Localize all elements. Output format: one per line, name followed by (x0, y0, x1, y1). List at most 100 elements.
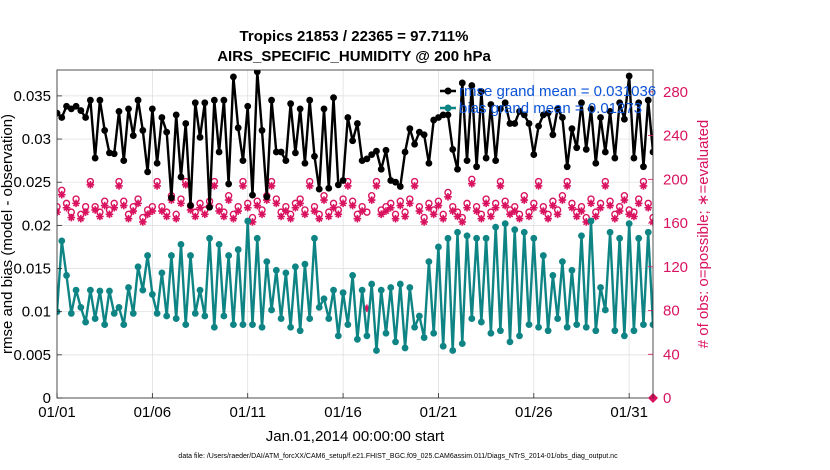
bias-point-85 (458, 340, 466, 348)
x-tick-label-6: 01/31 (610, 404, 648, 421)
rmse-point-125 (649, 148, 653, 156)
bias-point-96 (511, 226, 519, 234)
bias-point-52 (301, 260, 309, 268)
rmse-point-19 (144, 168, 151, 176)
y-left-tick-label-2: 0.01 (22, 304, 51, 321)
rmse-point-73 (401, 148, 409, 156)
obs-possible-point-125 (649, 213, 653, 222)
bias-point-75 (411, 323, 418, 331)
obs-evaluated-point-67 (372, 182, 381, 190)
rmse-point-117 (611, 154, 619, 162)
rmse-point-104 (549, 131, 557, 139)
bias-point-111 (582, 323, 590, 331)
obs-evaluated-point-92 (491, 203, 500, 212)
rmse-point-8 (91, 154, 99, 162)
bias-point-82 (444, 234, 452, 242)
bias-point-56 (320, 295, 328, 303)
obs-evaluated-point-99 (525, 212, 533, 221)
rmse-point-24 (168, 194, 175, 202)
bias-point-3 (67, 310, 75, 317)
bias-point-69 (382, 329, 390, 337)
rmse-point-91 (487, 101, 495, 108)
obs-evaluated-point-69 (382, 207, 390, 215)
rmse-point-87 (468, 82, 476, 89)
legend-entry-rmse: rmse grand mean = 0.031036 (440, 83, 656, 100)
rmse-point-36 (225, 180, 233, 188)
rmse-point-5 (77, 107, 85, 114)
rmse-point-101 (535, 122, 542, 130)
series-obs-evaluated (57, 179, 653, 313)
bias-point-46 (272, 266, 280, 274)
bias-point-38 (234, 246, 242, 253)
rmse-point-107 (563, 163, 571, 171)
rmse-point-4 (72, 102, 80, 110)
bias-point-14 (120, 321, 128, 329)
bias-point-115 (601, 306, 609, 314)
bias-point-10 (101, 321, 109, 329)
bias-point-20 (148, 291, 156, 298)
obs-evaluated-point-63 (353, 214, 362, 223)
bias-point-64 (358, 286, 366, 294)
legend: rmse grand mean = 0.031036 bias grand me… (440, 83, 656, 117)
y-left-tick-label-1: 0.005 (13, 347, 51, 364)
obs-evaluated-point-117 (611, 214, 619, 223)
bias-point-32 (206, 234, 213, 242)
obs-evaluated-point-51 (296, 199, 304, 208)
y-right-tick-label-7: 280 (663, 84, 688, 101)
bias-point-87 (468, 315, 476, 322)
rmse-point-57 (325, 184, 333, 192)
bias-point-58 (330, 286, 337, 294)
bias-point-92 (492, 223, 500, 231)
rmse-point-46 (272, 148, 280, 156)
bias-point-39 (239, 321, 247, 329)
bias-point-25 (172, 315, 180, 322)
y-right-tick-label-0: 0 (663, 390, 671, 407)
obs-evaluated-point-77 (420, 218, 428, 226)
x-axis: 01/01 01/06 01/11 01/16 01/21 01/26 01/31 (38, 393, 648, 421)
obs-evaluated-point-98 (520, 196, 529, 204)
rmse-point-106 (559, 114, 566, 121)
rmse-point-40 (244, 102, 252, 110)
bias-point-73 (401, 344, 409, 352)
obs-evaluated-point-104 (549, 201, 557, 210)
y-left-tick-label-5: 0.025 (13, 174, 51, 191)
plot-frame (56, 69, 654, 399)
bias-point-125 (649, 321, 653, 329)
rmse-line (57, 70, 653, 209)
bias-point-88 (473, 234, 480, 242)
rmse-point-17 (134, 96, 142, 104)
obs-evaluated-point-36 (224, 196, 233, 204)
rmse-point-67 (373, 147, 380, 155)
rmse-point-55 (315, 185, 323, 193)
obs-evaluated-point-54 (310, 207, 319, 215)
rmse-point-81 (439, 111, 447, 119)
rmse-point-66 (368, 151, 376, 158)
obs-evaluated-point-29 (191, 212, 200, 221)
rmse-point-77 (420, 131, 428, 139)
obs-evaluated-point-52 (301, 210, 309, 219)
rmse-point-103 (544, 109, 552, 117)
rmse-point-16 (129, 132, 137, 140)
bias-point-17 (134, 263, 142, 271)
rmse-point-41 (249, 191, 256, 199)
rmse-point-97 (516, 108, 523, 115)
obs-evaluated-point-82 (444, 193, 452, 201)
y-right-tick-label-2: 80 (663, 303, 680, 320)
rmse-point-21 (153, 159, 161, 167)
bias-point-110 (578, 232, 585, 240)
obs-evaluated-point-64 (358, 207, 366, 215)
bias-point-103 (544, 327, 552, 335)
bias-point-43 (258, 323, 266, 331)
rmse-point-113 (592, 159, 600, 167)
obs-evaluated-point-83 (448, 207, 457, 215)
rmse-point-15 (125, 105, 132, 113)
obs-evaluated-point-95 (506, 210, 514, 219)
obs-evaluated-point-86 (463, 203, 471, 212)
obs-evaluated-point-59 (334, 210, 343, 219)
obs-evaluated-point-28 (186, 206, 195, 214)
obs-evaluated-point-5 (77, 214, 85, 223)
rmse-point-51 (296, 105, 304, 113)
rmse-point-84 (454, 165, 461, 173)
rmse-point-25 (172, 111, 180, 119)
